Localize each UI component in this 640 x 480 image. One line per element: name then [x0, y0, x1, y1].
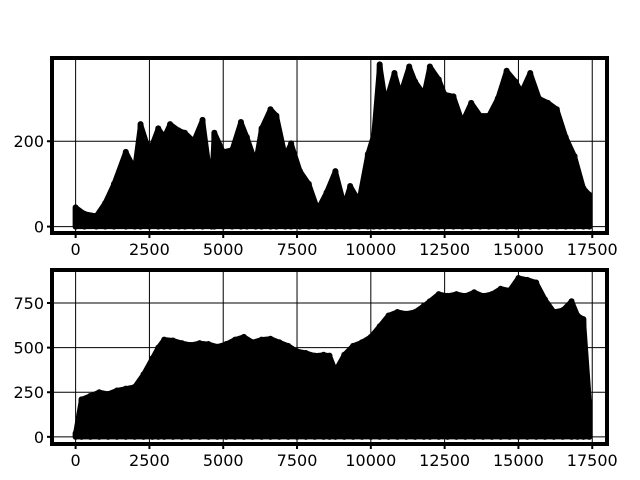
- top-chart-x-tick-label: 2500: [129, 240, 170, 259]
- bottom-chart-plot-area: [72, 275, 593, 440]
- bottom-chart-x-tick-label: 15000: [493, 451, 544, 470]
- bottom-chart-y-tick-label: 0: [34, 428, 44, 447]
- bottom-chart-y-tick-label: 750: [13, 294, 44, 313]
- bottom-chart-x-tick-label: 12500: [419, 451, 470, 470]
- top-chart-ticks: 0 2500 5000 7500 10000 12500 15000 17500 0 200: [13, 132, 617, 259]
- top-chart-plot-area: [72, 61, 593, 230]
- top-chart-frame: [50, 56, 609, 235]
- top-chart-x-tick-label: 17500: [567, 240, 618, 259]
- bottom-chart-frame: [50, 268, 609, 446]
- top-chart-y-tick-label: 0: [34, 218, 44, 237]
- bottom-chart-x-tick-label: 17500: [567, 451, 618, 470]
- bottom-chart: 0 2500 5000 7500 10000 12500 15000 17500 0 250 500…: [13, 268, 618, 470]
- bottom-chart-x-tick-label: 5000: [203, 451, 244, 470]
- top-chart-x-tick-label: 0: [71, 240, 81, 259]
- top-chart-x-tick-label: 10000: [345, 240, 396, 259]
- bottom-chart-y-tick-label: 500: [13, 339, 44, 358]
- top-chart-y-tick-label: 200: [13, 132, 44, 151]
- bottom-chart-ticks: 0 2500 5000 7500 10000 12500 15000 17500 0 250 500…: [13, 294, 617, 470]
- top-chart: 0 2500 5000 7500 10000 12500 15000 17500 0 200: [13, 56, 618, 259]
- bottom-chart-x-tick-label: 0: [71, 451, 81, 470]
- bottom-chart-y-tick-label: 250: [13, 383, 44, 402]
- top-chart-x-tick-label: 15000: [493, 240, 544, 259]
- top-chart-x-tick-label: 5000: [203, 240, 244, 259]
- top-chart-x-tick-label: 12500: [419, 240, 470, 259]
- top-chart-x-tick-label: 7500: [277, 240, 318, 259]
- bottom-chart-x-tick-label: 10000: [345, 451, 396, 470]
- bottom-chart-x-tick-label: 2500: [129, 451, 170, 470]
- bottom-chart-x-tick-label: 7500: [277, 451, 318, 470]
